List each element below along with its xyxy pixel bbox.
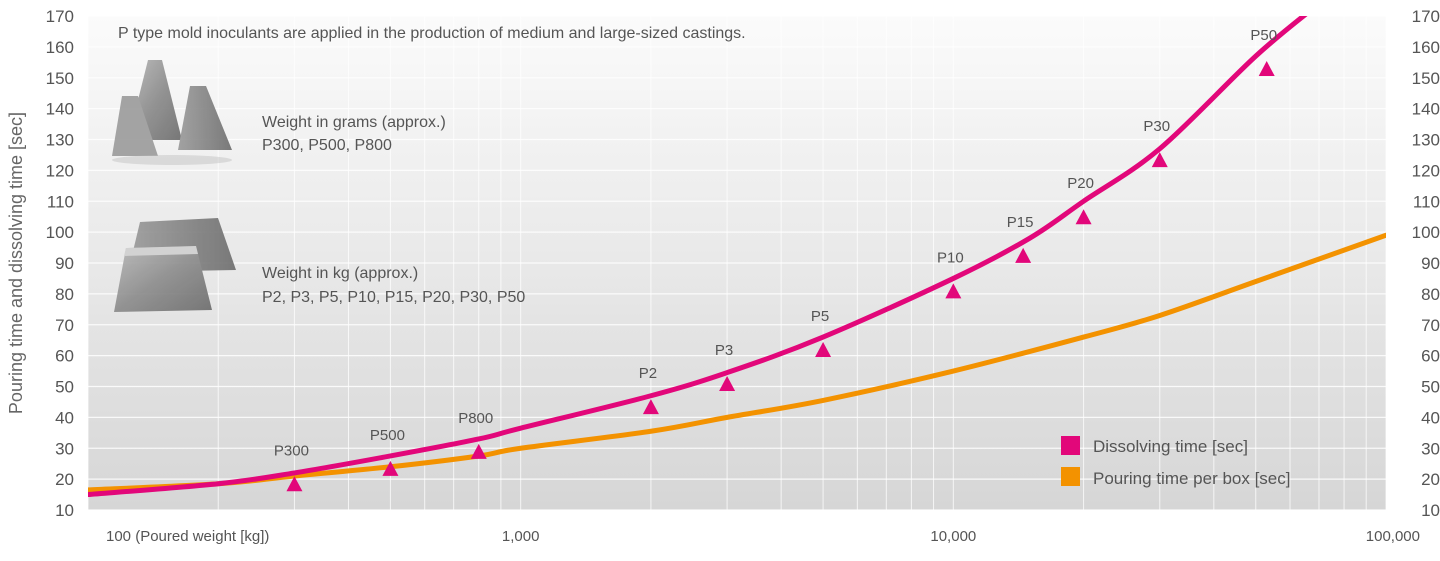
y-tick-left: 70 xyxy=(55,316,74,335)
y-tick-left: 90 xyxy=(55,254,74,273)
marker-p2 xyxy=(642,399,659,415)
large-inoculant-blocks-image xyxy=(114,218,236,312)
legend-label-pouring: Pouring time per box [sec] xyxy=(1093,469,1290,488)
y-tick-left: 170 xyxy=(46,7,74,26)
y-tick-right: 70 xyxy=(1421,316,1440,335)
x-tick: 100,000 xyxy=(1366,528,1420,545)
marker-label-p3: P3 xyxy=(715,342,733,359)
y-tick-left: 150 xyxy=(46,69,74,88)
marker-p500 xyxy=(382,460,399,476)
y-tick-right: 170 xyxy=(1412,7,1440,26)
y-tick-right: 130 xyxy=(1412,131,1440,150)
x-tick: 10,000 xyxy=(930,528,976,545)
marker-label-p300: P300 xyxy=(274,442,309,459)
marker-label-p10: P10 xyxy=(937,249,964,266)
y-tick-left: 60 xyxy=(55,347,74,366)
y-tick-right: 140 xyxy=(1412,100,1440,119)
series-line-pouring-time xyxy=(88,232,1386,493)
y-tick-right: 40 xyxy=(1421,408,1440,427)
y-tick-left: 130 xyxy=(46,131,74,150)
y-tick-right: 20 xyxy=(1421,470,1440,489)
marker-label-p20: P20 xyxy=(1067,175,1094,192)
y-tick-left: 10 xyxy=(55,501,74,520)
y-tick-left: 20 xyxy=(55,470,74,489)
y-tick-right: 80 xyxy=(1421,285,1440,304)
y-tick-right: 110 xyxy=(1413,192,1440,211)
marker-p15 xyxy=(1015,247,1032,263)
marker-label-p30: P30 xyxy=(1143,118,1170,135)
y-tick-left: 140 xyxy=(46,100,74,119)
y-tick-left: 50 xyxy=(55,378,74,397)
marker-p300 xyxy=(286,476,303,492)
marker-p5 xyxy=(815,341,832,357)
marker-p50 xyxy=(1258,61,1275,77)
small-inoculant-cones-image xyxy=(112,60,232,165)
y-tick-left: 160 xyxy=(46,38,74,57)
marker-p800 xyxy=(470,443,487,459)
y-tick-left: 120 xyxy=(46,161,74,180)
x-tick: 1,000 xyxy=(502,528,540,545)
y-tick-right: 100 xyxy=(1412,223,1440,242)
y-tick-left: 80 xyxy=(55,285,74,304)
y-tick-left: 110 xyxy=(47,192,74,211)
note-grams-title: Weight in grams (approx.) xyxy=(262,114,446,131)
marker-label-p500: P500 xyxy=(370,427,405,444)
marker-p30 xyxy=(1151,152,1168,168)
x-tick: 100 (Poured weight [kg]) xyxy=(106,528,269,545)
grid xyxy=(87,15,1387,511)
note-grams-items: P300, P500, P800 xyxy=(262,137,392,154)
legend-label-dissolving: Dissolving time [sec] xyxy=(1093,437,1248,456)
y-tick-left: 40 xyxy=(55,408,74,427)
annotation-text: P type mold inoculants are applied in th… xyxy=(118,25,746,42)
y-tick-right: 150 xyxy=(1412,69,1440,88)
y-tick-right: 160 xyxy=(1412,38,1440,57)
legend-swatch-pouring xyxy=(1061,467,1080,486)
y-tick-right: 50 xyxy=(1421,378,1440,397)
marker-p10 xyxy=(945,283,962,299)
legend-swatch-dissolving xyxy=(1061,436,1080,455)
note-kg-items: P2, P3, P5, P10, P15, P20, P30, P50 xyxy=(262,289,525,306)
marker-label-p2: P2 xyxy=(639,365,657,382)
y-tick-left: 30 xyxy=(55,439,74,458)
y-tick-left: 100 xyxy=(46,223,74,242)
legend: Dissolving time [sec] Pouring time per b… xyxy=(1061,436,1290,488)
y-tick-right: 30 xyxy=(1421,439,1440,458)
marker-label-p15: P15 xyxy=(1007,214,1034,231)
y-axis-label: Pouring time and dissolving time [sec] xyxy=(6,112,26,414)
y-tick-right: 10 xyxy=(1421,501,1440,520)
y-tick-right: 90 xyxy=(1421,254,1440,273)
note-kg-title: Weight in kg (approx.) xyxy=(262,265,418,282)
marker-p3 xyxy=(719,375,736,391)
y-tick-right: 60 xyxy=(1421,347,1440,366)
marker-label-p50: P50 xyxy=(1250,27,1277,44)
series-line-dissolving-time xyxy=(88,16,1308,498)
y-tick-right: 120 xyxy=(1412,161,1440,180)
marker-label-p5: P5 xyxy=(811,308,829,325)
marker-p20 xyxy=(1075,209,1092,225)
marker-label-p800: P800 xyxy=(458,410,493,427)
